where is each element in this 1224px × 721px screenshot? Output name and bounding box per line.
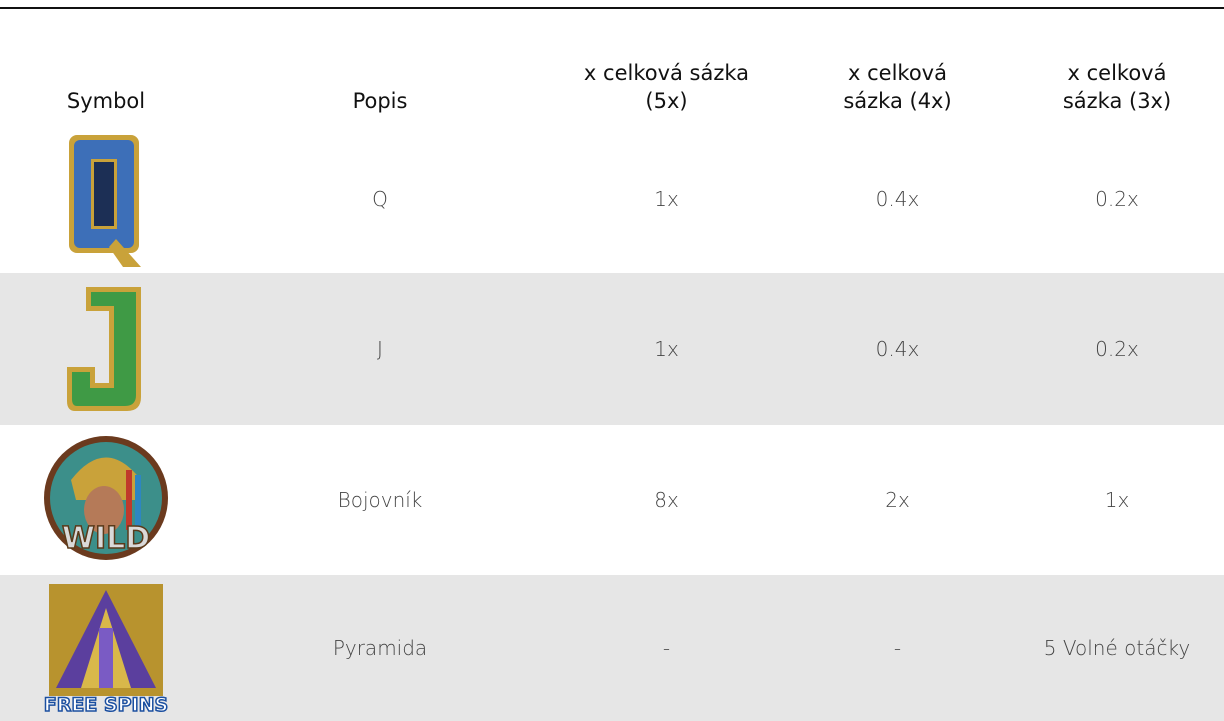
symbol-icon: FREE SPINS <box>43 584 169 717</box>
payout: 1x <box>548 273 785 425</box>
description: Pyramida <box>212 575 548 721</box>
row: Q 1x 0.4x 0.2x <box>0 125 1224 273</box>
payout: 5 Volné otáčky <box>1010 575 1224 721</box>
payout: - <box>548 575 785 721</box>
row: WILD Bojovník 8x 2x 1x <box>0 425 1224 575</box>
symbol-icon: WILD <box>44 436 168 560</box>
payout: 8x <box>654 488 679 512</box>
payout: 1x <box>654 187 679 211</box>
description: J <box>212 273 548 425</box>
symbol-cell: FREE SPINS <box>0 575 212 721</box>
symbol-cell: WILD <box>0 425 212 575</box>
header-cell: Symbol <box>66 89 146 113</box>
symbol-cell <box>0 273 212 425</box>
badge: WILD <box>62 521 150 556</box>
paytable: Symbol Popis x celková sázka (5x) x celk… <box>0 9 1224 721</box>
payout: 0.4x <box>785 273 1010 425</box>
top-rule <box>0 7 1224 9</box>
row: J 1x 0.4x 0.2x <box>0 273 1224 425</box>
symbol-cell <box>0 125 212 273</box>
header-cell: x celková sázka (4x) <box>843 61 952 113</box>
header-row: Symbol Popis x celková sázka (5x) x celk… <box>0 9 1224 125</box>
payout: 0.2x <box>1010 273 1224 425</box>
symbol-icon <box>69 135 141 267</box>
symbol-icon <box>67 287 141 411</box>
header-cell: x celková sázka (5x) <box>583 61 750 113</box>
payout: 0.4x <box>875 187 920 211</box>
payout: 0.2x <box>1095 187 1139 211</box>
badge: FREE SPINS <box>44 694 168 716</box>
description: Bojovník <box>337 488 423 512</box>
payout: 1x <box>1104 488 1130 512</box>
row: FREE SPINS Pyramida - - 5 Volné otáčky <box>0 575 1224 721</box>
description: Q <box>372 187 388 211</box>
payout: - <box>785 575 1010 721</box>
header-cell: Popis <box>352 89 408 113</box>
payout: 2x <box>885 488 910 512</box>
header-cell: x celková sázka (3x) <box>1062 61 1172 113</box>
